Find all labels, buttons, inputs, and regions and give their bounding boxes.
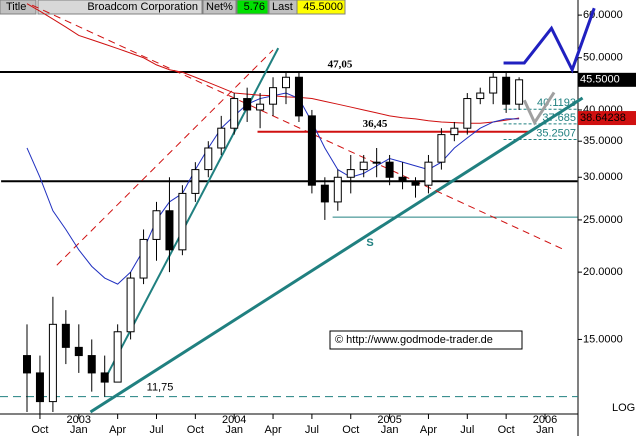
- overlay-line: [89, 96, 584, 414]
- ma-price: 38.64238: [580, 112, 626, 124]
- x-tick-label: Jul: [305, 424, 319, 436]
- fib-label: 35.2507: [536, 127, 576, 139]
- fib-label: 37.685: [542, 112, 576, 124]
- header-name: Broadcom Corporation: [87, 1, 198, 13]
- x-tick-label: Jan: [381, 424, 399, 436]
- year-label: 2004: [222, 414, 246, 426]
- candle-body: [256, 103, 265, 111]
- level-label: 47,05: [328, 59, 353, 71]
- candle-body: [230, 98, 239, 129]
- candle-body: [450, 127, 459, 136]
- candle-body: [87, 355, 96, 374]
- scale-label: LOG: [612, 402, 635, 414]
- candle-body: [74, 346, 83, 357]
- candle-body: [320, 184, 329, 203]
- candle-body: [178, 192, 187, 251]
- candle-body: [372, 161, 381, 164]
- candle-body: [463, 98, 472, 129]
- candle-body: [35, 372, 44, 403]
- level-label: 11,75: [147, 381, 174, 393]
- candle-body: [424, 161, 433, 186]
- candle-body: [113, 331, 122, 383]
- candle-body: [126, 277, 135, 333]
- y-tick-label: 20.0000: [583, 266, 623, 278]
- y-tick-label: 35.0000: [583, 135, 623, 147]
- last-price-box: [578, 72, 636, 87]
- candle-body: [502, 76, 511, 105]
- candle-body: [489, 76, 498, 94]
- candle-body: [398, 176, 407, 182]
- candle-body: [269, 87, 278, 105]
- x-tick-label: Jul: [460, 424, 474, 436]
- candle-body: [515, 79, 524, 105]
- candle-body: [139, 238, 148, 279]
- candle-body: [165, 210, 174, 251]
- x-tick-label: Oct: [342, 424, 359, 436]
- ma-price-box: [578, 111, 636, 126]
- header-net-label: Net%: [206, 1, 233, 13]
- y-tick-label: 15.0000: [583, 333, 623, 345]
- level-label: 36,45: [363, 118, 388, 130]
- x-tick-label: Jan: [536, 424, 554, 436]
- candle-body: [48, 323, 57, 403]
- candle-body: [152, 210, 161, 240]
- candle-body: [346, 169, 355, 178]
- header-title: Title: [6, 1, 26, 13]
- candle-body: [282, 76, 290, 89]
- candle-body: [359, 161, 368, 171]
- x-tick-label: Jul: [149, 424, 163, 436]
- x-tick-label: Jan: [225, 424, 243, 436]
- trend-label: S: [366, 237, 373, 249]
- x-tick-label: Apr: [420, 424, 437, 436]
- header: Title Broadcom Corporation Net% 5.76 Las…: [0, 0, 346, 15]
- year-label: 2006: [533, 414, 557, 426]
- overlay-line: [56, 49, 274, 266]
- header-net: 5.76: [244, 1, 265, 13]
- candle-body: [191, 169, 200, 194]
- last-price: 45.5000: [580, 74, 620, 86]
- x-tick-label: Jan: [70, 424, 88, 436]
- candle-body: [23, 355, 31, 374]
- y-tick-label: 25.0000: [583, 214, 623, 226]
- candle-body: [307, 115, 316, 186]
- candle-body: [204, 147, 213, 171]
- overlay-line: [522, 91, 556, 126]
- header-cell: [37, 0, 203, 15]
- x-tick-label: Oct: [498, 424, 515, 436]
- candle-body: [217, 127, 226, 149]
- candle-body: [333, 176, 342, 203]
- x-tick-label: Oct: [31, 424, 48, 436]
- overlay-line: [503, 7, 596, 74]
- y-tick-label: 30.0000: [583, 171, 623, 183]
- header-last-label: Last: [272, 1, 293, 13]
- year-label: 2003: [67, 414, 91, 426]
- x-tick-label: Apr: [264, 424, 281, 436]
- overlay-line: [31, 4, 565, 251]
- header-cell: [236, 0, 269, 15]
- candle-body: [100, 372, 109, 383]
- header-cell: [202, 0, 237, 15]
- header-last: 45.5000: [303, 1, 343, 13]
- y-tick-label: 50.0000: [583, 52, 623, 64]
- candle-body: [294, 76, 303, 117]
- x-tick-label: Oct: [187, 424, 204, 436]
- copyright-box: [329, 330, 523, 350]
- candle-body: [411, 180, 420, 186]
- copyright: © http://www.godmode-trader.de: [335, 334, 493, 346]
- header-cell: [296, 0, 346, 15]
- candle-body: [243, 98, 252, 111]
- year-label: 2005: [377, 414, 401, 426]
- candle-body: [61, 323, 70, 348]
- candle-body: [476, 92, 485, 100]
- candle-body: [437, 134, 446, 163]
- candle-body: [385, 161, 394, 178]
- x-tick-label: Apr: [109, 424, 126, 436]
